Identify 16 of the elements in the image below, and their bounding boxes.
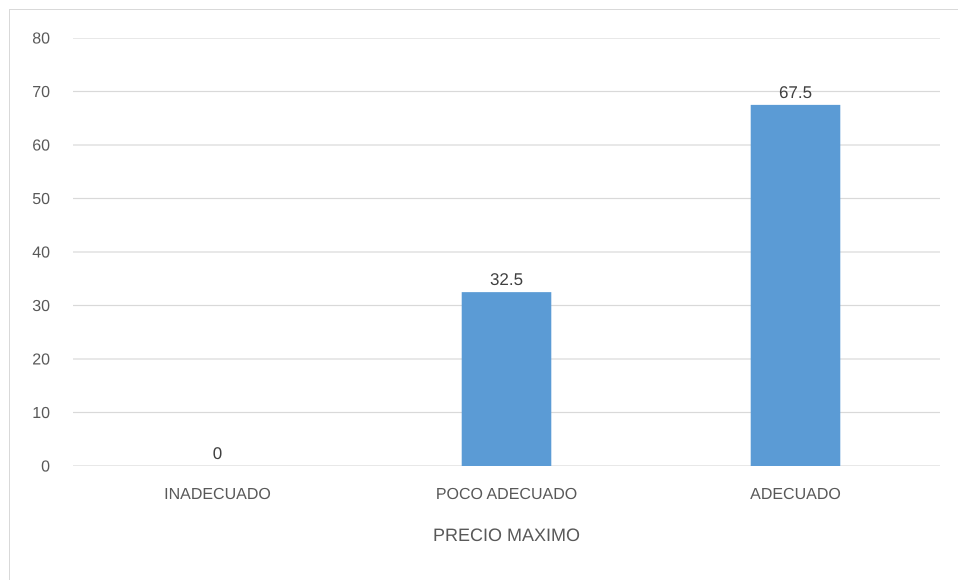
x-tick-label: ADECUADO — [750, 486, 841, 503]
x-tick-label: POCO ADECUADO — [436, 486, 578, 503]
data-label: 67.5 — [778, 82, 812, 102]
y-tick-label: 80 — [32, 30, 50, 48]
x-axis-title: PRECIO MAXIMO — [432, 525, 580, 546]
data-label: 0 — [212, 444, 222, 463]
y-tick-label: 60 — [32, 138, 50, 155]
y-tick-label: 70 — [32, 84, 50, 102]
y-tick-label: 10 — [32, 405, 50, 422]
x-tick-label: INADECUADO — [164, 486, 271, 503]
y-tick-label: 30 — [32, 298, 50, 316]
data-label: 32.5 — [490, 270, 524, 290]
y-tick-label: 40 — [32, 244, 50, 262]
y-tick-label: 50 — [32, 191, 50, 208]
y-tick-label: 20 — [32, 352, 50, 369]
y-tick-label: 0 — [41, 458, 50, 476]
